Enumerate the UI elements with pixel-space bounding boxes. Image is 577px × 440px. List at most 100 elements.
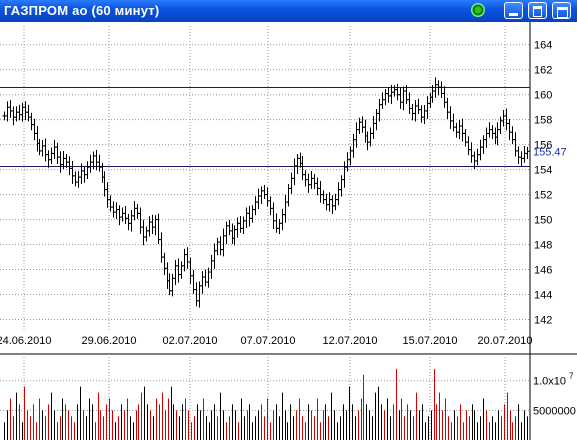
- ohlc-bar: [179, 261, 184, 279]
- x-tick-label: 24.06.2010: [0, 335, 52, 347]
- ohlc-bar: [339, 175, 344, 197]
- ohlc-bar: [170, 273, 175, 297]
- ohlc-bar: [466, 136, 471, 156]
- ohlc-bar: [274, 213, 279, 233]
- ohlc-bar: [501, 110, 506, 127]
- ohlc-bar: [241, 216, 246, 234]
- ohlc-bar: [442, 86, 447, 108]
- ohlc-bar: [416, 98, 421, 115]
- ohlc-bar: [250, 205, 255, 223]
- ohlc-bar: [144, 226, 149, 242]
- ohlc-bar: [395, 83, 400, 101]
- ohlc-bar: [153, 215, 158, 236]
- y-tick-label: 162: [534, 65, 552, 77]
- ohlc-bar: [244, 207, 249, 228]
- ohlc-bar: [49, 147, 54, 165]
- x-tick-label: 12.07.2010: [322, 335, 377, 347]
- ohlc-bar: [481, 135, 486, 155]
- ohlc-bar: [58, 151, 63, 173]
- ohlc-bar: [253, 196, 258, 216]
- window-titlebar: ГАЗПРОМ ао (60 минут): [0, 0, 577, 22]
- ohlc-bar: [135, 203, 140, 219]
- x-tick-label: 20.07.2010: [477, 335, 532, 347]
- close-icon: [557, 7, 568, 18]
- ohlc-bar: [383, 89, 388, 106]
- chart-grid: [0, 22, 577, 440]
- ohlc-bar: [165, 262, 170, 289]
- ohlc-bar: [277, 218, 282, 234]
- volume-tick-label: 5000000: [533, 405, 576, 417]
- ohlc-bar: [312, 174, 317, 189]
- ohlc-bar: [398, 87, 403, 110]
- ohlc-bar: [221, 228, 226, 257]
- ohlc-bar: [413, 100, 418, 122]
- ohlc-bar: [185, 247, 190, 269]
- y-tick-label: 152: [534, 190, 552, 202]
- ohlc-bar: [67, 156, 72, 176]
- ohlc-bar: [88, 154, 93, 173]
- ohlc-bar: [227, 219, 232, 236]
- ohlc-bar: [484, 127, 489, 148]
- y-tick-label: 146: [534, 265, 552, 277]
- ohlc-bar: [123, 205, 128, 224]
- ohlc-bar: [300, 156, 305, 181]
- maximize-button[interactable]: [528, 2, 547, 19]
- ohlc-bar: [368, 127, 373, 147]
- ohlc-bar: [182, 248, 187, 272]
- y-tick-label: 156: [534, 140, 552, 152]
- ohlc-bar: [20, 102, 25, 122]
- y-tick-label: 160: [534, 90, 552, 102]
- volume-axis-labels: 5000000 1.0x10 7: [533, 372, 576, 418]
- ohlc-bar: [129, 209, 134, 232]
- ohlc-bar: [333, 193, 338, 211]
- ohlc-bar: [17, 104, 22, 121]
- ohlc-bar: [365, 131, 370, 151]
- ohlc-bar: [306, 173, 311, 193]
- ohlc-bar: [173, 259, 178, 286]
- ohlc-bar: [292, 158, 297, 186]
- ohlc-bar: [357, 117, 362, 135]
- ohlc-bar: [132, 200, 137, 221]
- ohlc-bar: [298, 152, 303, 168]
- ohlc-bar: [76, 171, 81, 188]
- ohlc-bar: [215, 237, 220, 256]
- ohlc-bar: [102, 171, 107, 197]
- ohlc-bar: [377, 98, 382, 122]
- ohlc-bar: [8, 99, 13, 118]
- ohlc-bar: [360, 116, 365, 133]
- x-tick-label: 02.07.2010: [162, 335, 217, 347]
- ohlc-bar: [510, 126, 515, 145]
- ohlc-bar: [73, 171, 78, 187]
- y-tick-label: 154: [534, 165, 552, 177]
- ohlc-bar: [280, 208, 285, 231]
- ohlc-bar: [32, 118, 37, 141]
- y-tick-label: 148: [534, 240, 552, 252]
- ohlc-bar: [100, 162, 105, 183]
- ohlc-bar: [26, 104, 31, 122]
- ohlc-bar: [218, 236, 223, 256]
- ohlc-bar: [209, 254, 214, 279]
- ohlc-bar: [235, 217, 240, 238]
- y-tick-label: 142: [534, 315, 552, 327]
- minimize-button[interactable]: [504, 2, 523, 19]
- ohlc-bar: [321, 190, 326, 204]
- ohlc-bar: [167, 273, 172, 296]
- ohlc-bar: [303, 170, 308, 187]
- status-indicator-icon[interactable]: [471, 3, 485, 17]
- y-tick-label: 144: [534, 290, 552, 302]
- ohlc-bar: [345, 152, 350, 172]
- ohlc-bar: [35, 126, 40, 152]
- price-chart-area[interactable]: 142 144 146 148 150 152 154 156 158 160 162 164 155.…: [0, 22, 577, 440]
- ohlc-bar: [401, 86, 406, 111]
- ohlc-bar: [114, 202, 119, 219]
- ohlc-bar: [454, 122, 459, 138]
- ohlc-bar: [342, 161, 347, 188]
- ohlc-bar: [330, 195, 335, 214]
- ohlc-bar: [354, 122, 359, 148]
- ohlc-bar: [318, 180, 323, 203]
- ohlc-bar: [162, 252, 167, 276]
- ohlc-bar: [141, 219, 146, 246]
- close-button[interactable]: [552, 2, 571, 19]
- ohlc-bar: [445, 97, 450, 120]
- ohlc-bar: [247, 205, 252, 227]
